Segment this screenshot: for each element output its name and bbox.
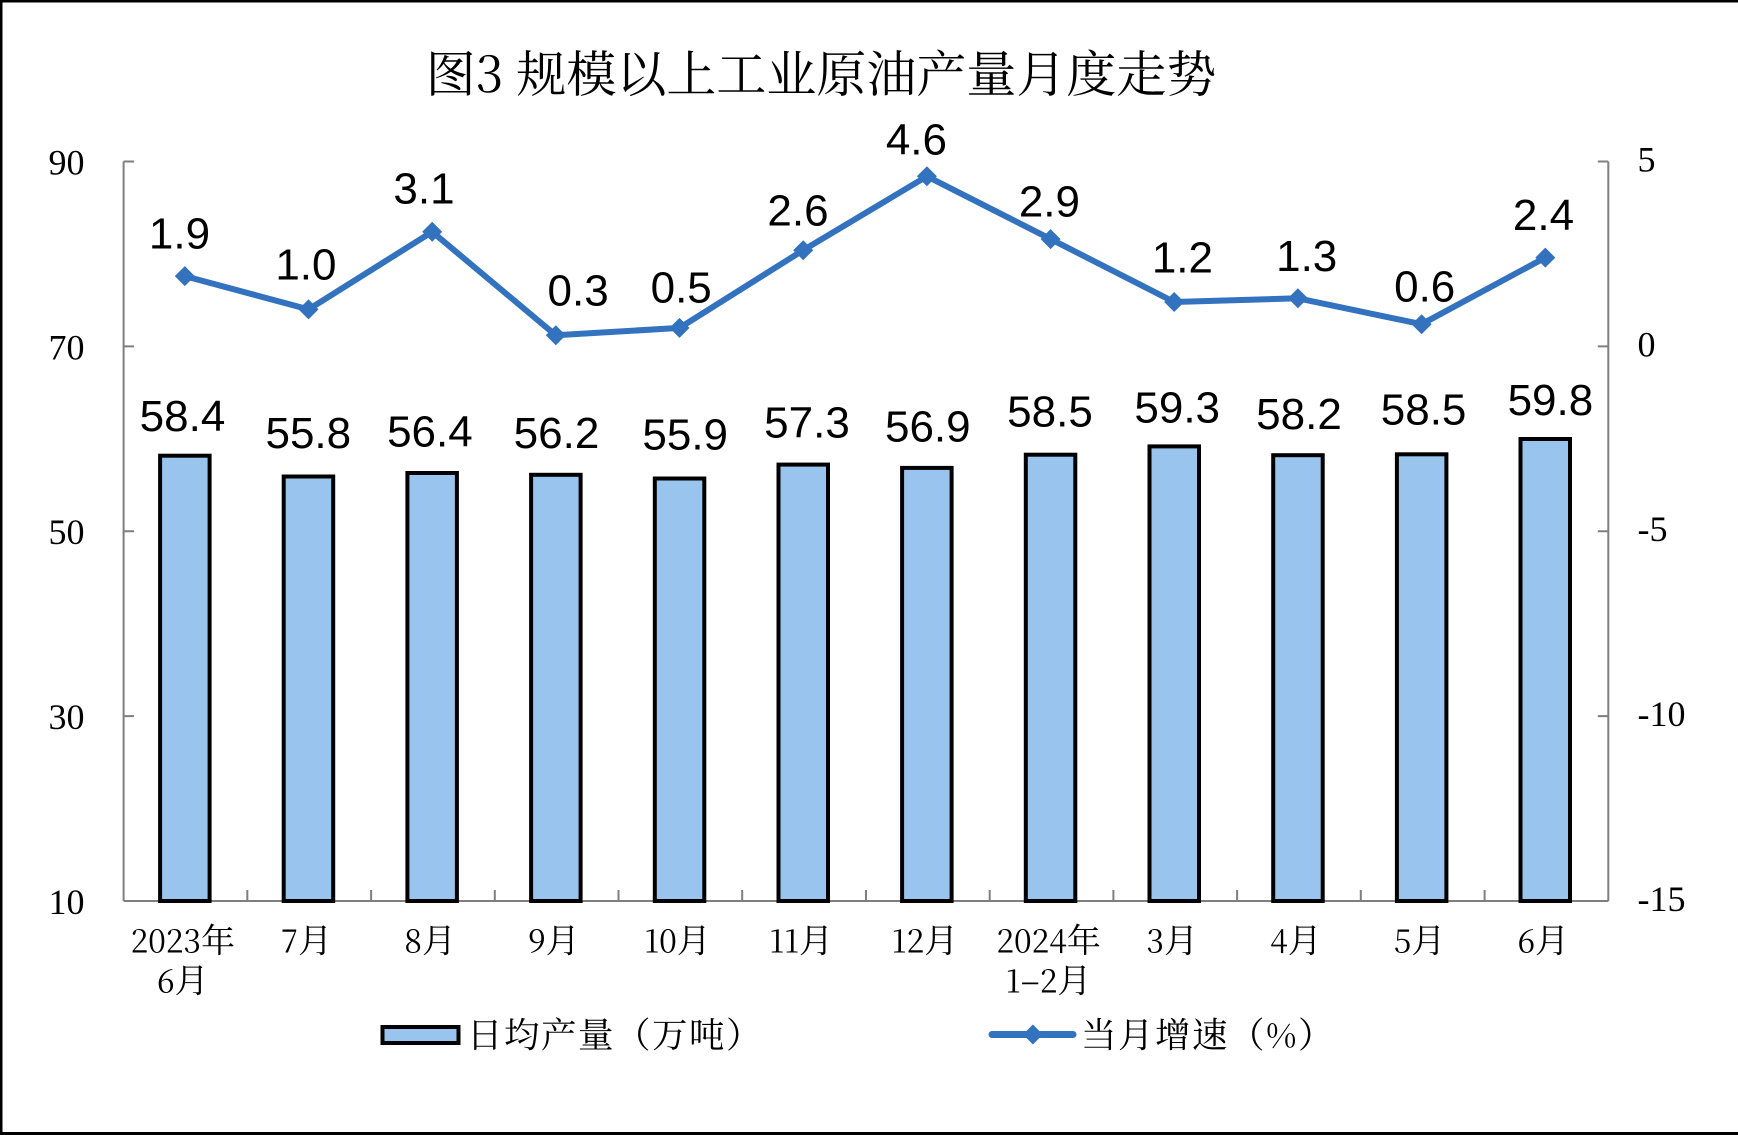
svg-text:50: 50 xyxy=(49,512,85,552)
svg-text:1.9: 1.9 xyxy=(149,209,210,258)
svg-text:58.5: 58.5 xyxy=(1381,386,1467,435)
svg-text:2.4: 2.4 xyxy=(1513,191,1574,240)
svg-text:4.6: 4.6 xyxy=(886,115,947,164)
svg-text:5: 5 xyxy=(1638,140,1656,180)
svg-text:90: 90 xyxy=(49,143,85,183)
svg-text:3.1: 3.1 xyxy=(393,165,454,214)
svg-text:0.3: 0.3 xyxy=(548,267,609,316)
svg-text:70: 70 xyxy=(49,327,85,367)
svg-text:55.9: 55.9 xyxy=(642,411,728,460)
svg-text:1.0: 1.0 xyxy=(275,240,336,289)
svg-text:58.2: 58.2 xyxy=(1256,390,1342,439)
svg-text:-10: -10 xyxy=(1638,694,1686,734)
svg-text:0.6: 0.6 xyxy=(1394,262,1455,311)
svg-text:-5: -5 xyxy=(1638,509,1668,549)
svg-text:1.3: 1.3 xyxy=(1276,232,1337,281)
svg-text:-15: -15 xyxy=(1638,879,1686,919)
svg-text:10: 10 xyxy=(49,882,85,922)
svg-text:59.8: 59.8 xyxy=(1508,376,1594,425)
svg-text:1.2: 1.2 xyxy=(1152,234,1213,283)
svg-text:58.4: 58.4 xyxy=(140,392,226,441)
svg-text:30: 30 xyxy=(49,697,85,737)
svg-text:59.3: 59.3 xyxy=(1134,383,1220,432)
svg-text:56.4: 56.4 xyxy=(387,408,473,457)
svg-text:2.9: 2.9 xyxy=(1019,178,1080,227)
svg-text:57.3: 57.3 xyxy=(764,399,850,448)
svg-text:0: 0 xyxy=(1638,324,1656,364)
svg-text:2.6: 2.6 xyxy=(767,186,828,235)
svg-text:56.9: 56.9 xyxy=(885,403,971,452)
svg-text:58.5: 58.5 xyxy=(1007,388,1093,437)
svg-text:0.5: 0.5 xyxy=(651,263,712,312)
svg-text:55.8: 55.8 xyxy=(265,409,351,458)
svg-text:56.2: 56.2 xyxy=(514,409,600,458)
